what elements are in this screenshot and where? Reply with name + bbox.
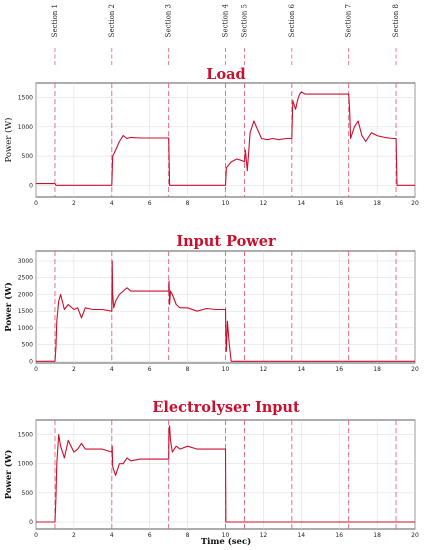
- x-tick-label: 0: [34, 366, 38, 373]
- y-tick-label: 0: [29, 358, 33, 365]
- x-tick-label: 4: [110, 532, 114, 539]
- section-label-6: Section 6: [288, 3, 296, 37]
- x-tick-label: 16: [335, 200, 343, 207]
- chart-title-electrolyser-input: Electrolyser Input: [152, 399, 300, 416]
- x-tick-label: 12: [260, 532, 268, 539]
- y-axis-label: Power (W): [3, 450, 14, 500]
- chart-panel-load: 0 2 4 6 8 10 12 14 16 18 20 0 500 1000 1500 Power (W): [3, 82, 419, 207]
- x-tick-label: 14: [297, 200, 305, 207]
- section-label-8: Section 8: [392, 4, 400, 37]
- x-tick-label: 20: [411, 532, 419, 539]
- section-header: Section 1 Section 2 Section 3 Section 4 Sect…: [51, 3, 400, 66]
- chart-panel-electrolyser-input: 0 2 4 6 8 10 12 14 16 18 20 0 500 1000 1500 Power (W): [3, 419, 419, 539]
- y-tick-label: 0: [29, 182, 33, 189]
- x-tick-label: 12: [260, 366, 268, 373]
- x-tick-label: 8: [186, 366, 190, 373]
- x-tick-label: 2: [72, 200, 76, 207]
- x-tick-label: 16: [335, 366, 343, 373]
- y-tick-label: 500: [22, 490, 34, 497]
- x-tick-label: 8: [186, 532, 190, 539]
- y-tick-label: 500: [22, 342, 34, 349]
- x-tick-label: 6: [148, 200, 152, 207]
- x-tick-label: 0: [34, 200, 38, 207]
- section-label-4: Section 4: [222, 3, 230, 37]
- y-tick-label: 2500: [18, 275, 33, 282]
- x-tick-label: 6: [148, 532, 152, 539]
- chart-title-input-power: Input Power: [176, 233, 276, 250]
- x-tick-label: 20: [411, 200, 419, 207]
- y-tick-label: 500: [22, 153, 34, 160]
- chart-title-load: Load: [206, 66, 245, 83]
- x-tick-label: 20: [411, 366, 419, 373]
- x-tick-label: 14: [297, 366, 305, 373]
- series-line: [36, 91, 415, 186]
- chart-panel-input-power: 0 2 4 6 8 10 12 14 16 18 20 0 500 1000 1500 2000 2500 300…: [3, 250, 419, 373]
- series-line: [36, 425, 415, 523]
- x-tick-label: 10: [222, 532, 230, 539]
- x-tick-label: 14: [297, 532, 305, 539]
- x-tick-label: 8: [186, 200, 190, 207]
- y-tick-label: 1500: [18, 308, 33, 315]
- y-axis-label: Power (W): [3, 282, 14, 332]
- x-tick-label: 10: [222, 200, 230, 207]
- y-axis-label: Power (W): [3, 118, 14, 163]
- x-tick-label: 18: [373, 366, 381, 373]
- section-label-2: Section 2: [108, 4, 116, 37]
- section-label-5: Section 5: [240, 4, 248, 37]
- series-line: [36, 260, 415, 362]
- y-tick-label: 1500: [18, 95, 33, 102]
- y-tick-label: 3000: [18, 258, 33, 265]
- x-tick-label: 18: [373, 200, 381, 207]
- x-tick-label: 2: [72, 532, 76, 539]
- section-label-1: Section 1: [51, 4, 59, 37]
- x-tick-label: 18: [373, 532, 381, 539]
- x-axis-label: Time (sec): [201, 536, 251, 547]
- section-label-7: Section 7: [345, 4, 353, 37]
- x-tick-label: 12: [260, 200, 268, 207]
- y-tick-label: 1000: [18, 461, 33, 468]
- y-tick-label: 0: [29, 519, 33, 526]
- y-tick-label: 1500: [18, 432, 33, 439]
- y-tick-label: 1000: [18, 124, 33, 131]
- x-tick-label: 0: [34, 532, 38, 539]
- x-tick-label: 6: [148, 366, 152, 373]
- x-tick-label: 2: [72, 366, 76, 373]
- x-tick-label: 16: [335, 532, 343, 539]
- x-tick-label: 10: [222, 366, 230, 373]
- y-tick-label: 1000: [18, 325, 33, 332]
- y-tick-label: 2000: [18, 291, 33, 298]
- x-tick-label: 4: [110, 200, 114, 207]
- x-tick-label: 4: [110, 366, 114, 373]
- section-label-3: Section 3: [165, 4, 173, 37]
